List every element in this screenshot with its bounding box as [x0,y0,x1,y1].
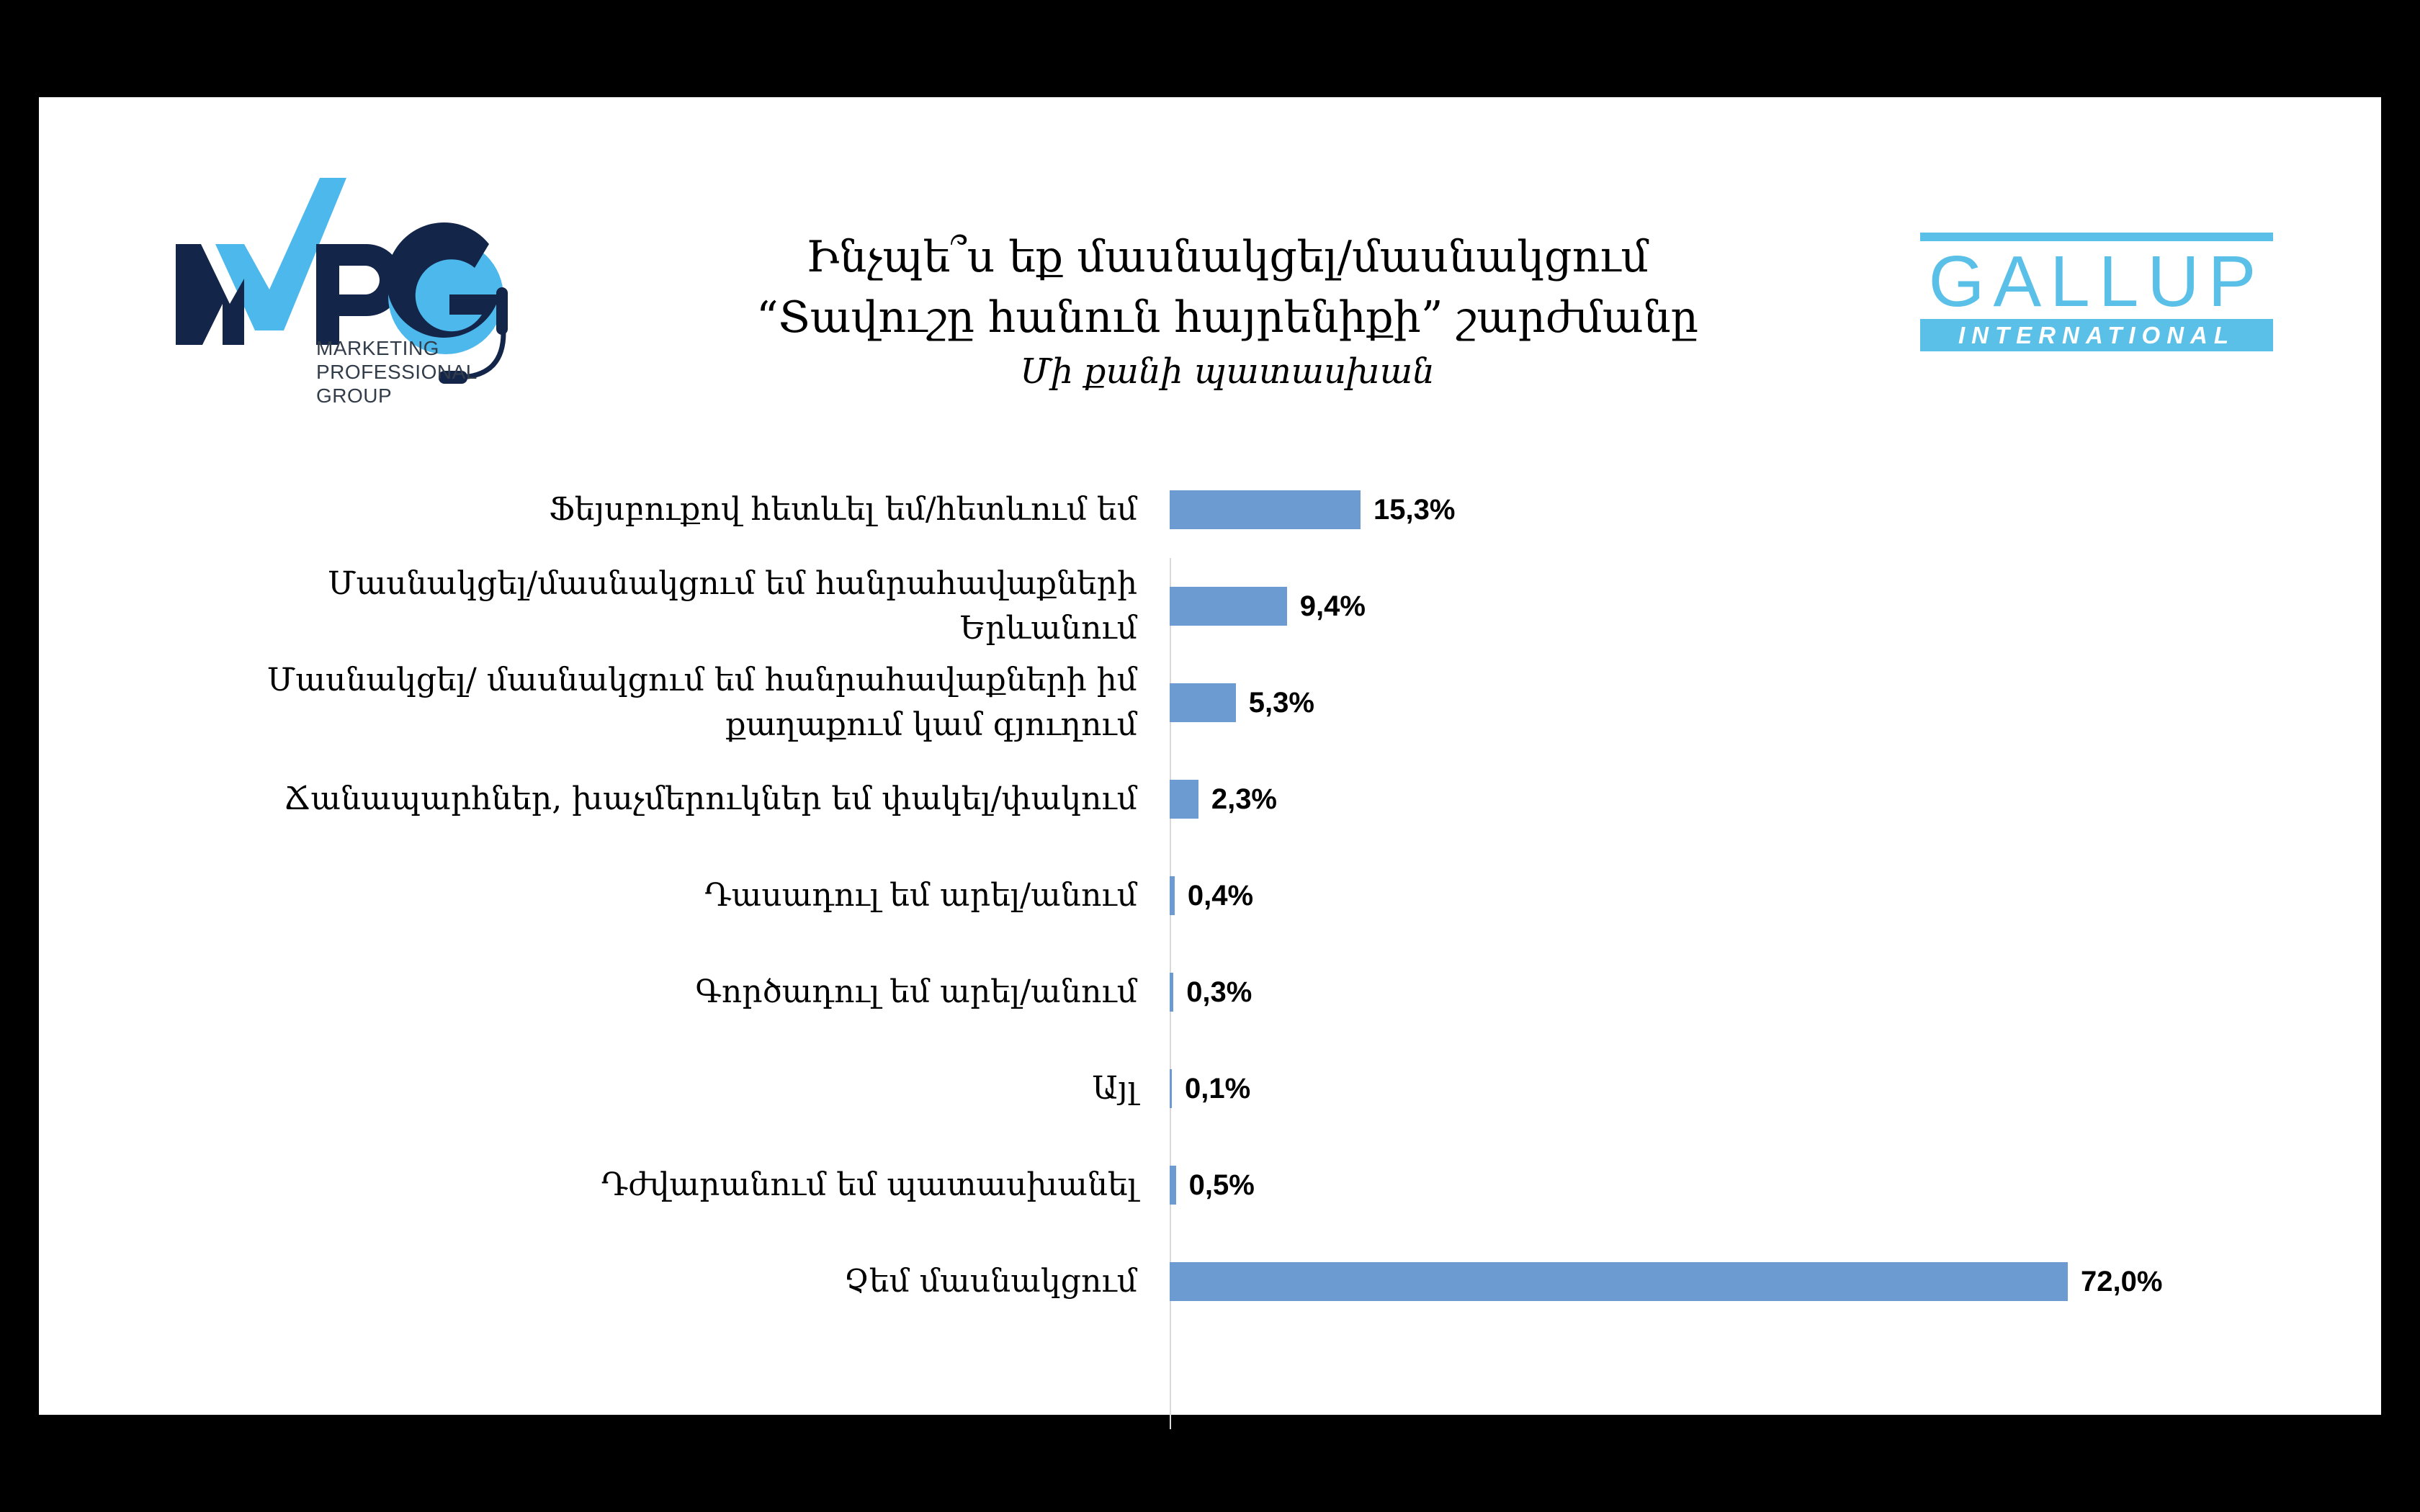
title-line-2: “Տավուշը հանուն հայրենիքի” շարժմանը [756,292,1698,343]
chart-subtitle: Մի քանի պատասխան [1020,351,1435,392]
bar [1170,683,1236,722]
category-label-line: քաղաքում կամ գյուղում [725,706,1137,743]
category-label-line: Այլ [1092,1070,1137,1107]
category-label: Գործադուլ եմ արել/անում [226,970,1137,1014]
category-label: Մասնակցել/ մասնակցում եմ հանրահավաքների … [226,658,1137,747]
mpg-logo: MARKETING PROFESSIONAL GROUP [136,178,547,415]
category-label: Դժվարանում եմ պատասխանել [226,1163,1137,1207]
mpg-sub-line-3: GROUP [316,384,393,407]
data-label: 0,3% [1186,976,1252,1008]
data-label: 9,4% [1299,590,1366,622]
data-label: 15,3% [1373,494,1456,526]
data-label: 5,3% [1248,687,1314,719]
gallup-subtitle: INTERNATIONAL [1958,322,2236,348]
data-label: 72,0% [2081,1266,2163,1297]
category-label-line: Երևանում [959,610,1137,647]
data-label: 0,5% [1188,1169,1255,1201]
bar [1170,490,1361,529]
mpg-logo-mark [176,178,508,384]
chart-title: Ինչպե՞ս եք մասնակցել/մասնակցում “Տավուշը… [543,227,1912,395]
category-label-line: Մասնակցել/ մասնակցում եմ հանրահավաքների … [266,662,1137,698]
gallup-band: INTERNATIONAL [1920,319,2273,351]
bar [1170,1069,1172,1108]
gallup-top-rule [1920,233,2273,241]
gallup-logo: GALLUP INTERNATIONAL [1920,233,2273,351]
data-label: 2,3% [1211,783,1277,815]
category-label: Մասնակցել/մասնակցում եմ հանրահավաքների Եր… [226,562,1137,651]
bar [1170,973,1174,1012]
mpg-sub-line-2: PROFESSIONAL [316,361,478,383]
category-label-line: Գործադուլ եմ արել/անում [695,973,1137,1010]
bar [1170,1262,2068,1301]
category-label-line: Մասնակցել/մասնակցում եմ հանրահավաքների [328,565,1137,602]
slide: MARKETING PROFESSIONAL GROUP Ինչպե՞ս եք … [39,97,2381,1429]
category-label: Չեմ մասնակցում [226,1259,1137,1304]
data-label: 0,1% [1185,1073,1251,1104]
bar [1170,876,1175,915]
data-label: 0,4% [1187,880,1254,912]
category-label-line: Չեմ մասնակցում [843,1263,1137,1300]
bar [1170,587,1287,626]
category-label-line: Դժվարանում եմ պատասխանել [601,1166,1137,1203]
gallup-wordmark: GALLUP [1928,241,2265,322]
category-label-line: Ճանապարհներ, խաչմերուկներ եմ փակել/փակու… [284,780,1137,817]
category-label-line: Դասադուլ եմ արել/անում [704,877,1137,914]
bar [1170,1166,1176,1205]
category-label: Այլ [226,1066,1137,1111]
category-label: Ճանապարհներ, խաչմերուկներ եմ փակել/փակու… [226,777,1137,822]
title-line-1: Ինչպե՞ս եք մասնակցել/մասնակցում [805,232,1649,282]
category-label: Դասադուլ եմ արել/անում [226,873,1137,918]
mpg-sub-line-1: MARKETING [316,337,439,359]
category-label: Ֆեյսբուքով հետևել եմ/հետևում եմ [226,487,1137,532]
category-label-line: Ֆեյսբուքով հետևել եմ/հետևում եմ [548,491,1137,528]
bar [1170,780,1198,819]
